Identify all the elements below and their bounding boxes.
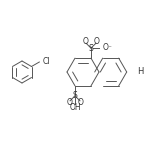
- Text: O: O: [93, 37, 99, 46]
- Text: S: S: [89, 44, 93, 53]
- Text: H: H: [137, 68, 143, 76]
- Text: O: O: [78, 98, 83, 107]
- Text: S: S: [73, 91, 77, 100]
- Text: O: O: [83, 37, 88, 46]
- Text: O⁻: O⁻: [103, 43, 113, 52]
- Text: OH: OH: [69, 103, 81, 112]
- Text: O: O: [67, 98, 72, 107]
- Text: Cl: Cl: [42, 57, 50, 66]
